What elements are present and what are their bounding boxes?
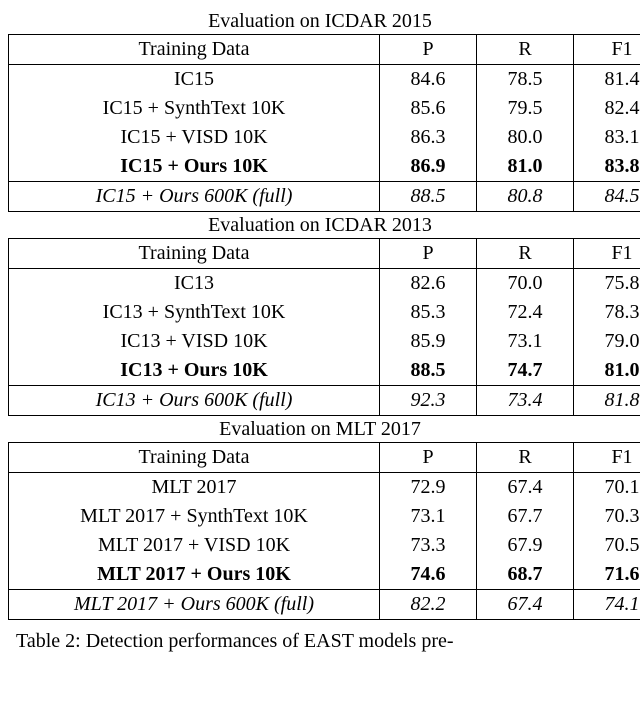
cell-f1: 79.0 <box>574 327 640 356</box>
cell-p: 85.6 <box>380 94 477 123</box>
cell-training-data: MLT 2017 + Ours 10K <box>9 560 380 590</box>
column-header-f1: F1 <box>574 239 640 269</box>
table-row: IC1382.670.075.8 <box>9 269 640 299</box>
cell-r: 80.0 <box>477 123 574 152</box>
column-header-f1: F1 <box>574 35 640 65</box>
cell-r: 67.4 <box>477 473 574 503</box>
cell-r: 70.0 <box>477 269 574 299</box>
table-row: MLT 201772.967.470.1 <box>9 473 640 503</box>
cell-training-data: IC15 + Ours 10K <box>9 152 380 182</box>
cell-f1: 82.4 <box>574 94 640 123</box>
cell-f1: 70.5 <box>574 531 640 560</box>
cell-p: 86.3 <box>380 123 477 152</box>
cell-training-data: IC15 + SynthText 10K <box>9 94 380 123</box>
cell-f1: 81.4 <box>574 65 640 95</box>
cell-f1: 70.1 <box>574 473 640 503</box>
section-title: Evaluation on ICDAR 2015 <box>8 10 632 33</box>
cell-p: 88.5 <box>380 182 477 212</box>
cell-f1: 70.3 <box>574 502 640 531</box>
results-table: Training DataPRF1IC1584.678.581.4IC15 + … <box>8 34 640 212</box>
cell-p: 85.3 <box>380 298 477 327</box>
column-header-r: R <box>477 35 574 65</box>
cell-p: 84.6 <box>380 65 477 95</box>
table-row: IC13 + SynthText 10K85.372.478.3 <box>9 298 640 327</box>
table-row: IC13 + Ours 10K88.574.781.0 <box>9 356 640 386</box>
column-header-p: P <box>380 443 477 473</box>
cell-r: 73.1 <box>477 327 574 356</box>
table-row-full: MLT 2017 + Ours 600K (full)82.267.474.1 <box>9 590 640 620</box>
cell-r: 72.4 <box>477 298 574 327</box>
table-row: MLT 2017 + VISD 10K73.367.970.5 <box>9 531 640 560</box>
cell-training-data: IC15 + Ours 600K (full) <box>9 182 380 212</box>
table-row: IC1584.678.581.4 <box>9 65 640 95</box>
cell-p: 85.9 <box>380 327 477 356</box>
results-table: Training DataPRF1IC1382.670.075.8IC13 + … <box>8 238 640 416</box>
cell-f1: 81.8 <box>574 386 640 416</box>
cell-p: 82.6 <box>380 269 477 299</box>
table-row-full: IC13 + Ours 600K (full)92.373.481.8 <box>9 386 640 416</box>
cell-f1: 81.0 <box>574 356 640 386</box>
cell-r: 78.5 <box>477 65 574 95</box>
table-caption: Table 2: Detection performances of EAST … <box>8 630 632 653</box>
table-row: IC13 + VISD 10K85.973.179.0 <box>9 327 640 356</box>
column-header-r: R <box>477 239 574 269</box>
table-row: MLT 2017 + Ours 10K74.668.771.6 <box>9 560 640 590</box>
table-row: MLT 2017 + SynthText 10K73.167.770.3 <box>9 502 640 531</box>
cell-r: 74.7 <box>477 356 574 386</box>
column-header-p: P <box>380 239 477 269</box>
column-header-f1: F1 <box>574 443 640 473</box>
cell-f1: 75.8 <box>574 269 640 299</box>
cell-training-data: MLT 2017 + SynthText 10K <box>9 502 380 531</box>
cell-p: 92.3 <box>380 386 477 416</box>
section-title: Evaluation on MLT 2017 <box>8 418 632 441</box>
column-header-p: P <box>380 35 477 65</box>
cell-f1: 83.1 <box>574 123 640 152</box>
cell-f1: 71.6 <box>574 560 640 590</box>
section-title: Evaluation on ICDAR 2013 <box>8 214 632 237</box>
cell-training-data: IC13 <box>9 269 380 299</box>
cell-f1: 78.3 <box>574 298 640 327</box>
cell-r: 80.8 <box>477 182 574 212</box>
cell-r: 67.4 <box>477 590 574 620</box>
cell-p: 73.3 <box>380 531 477 560</box>
cell-p: 74.6 <box>380 560 477 590</box>
cell-training-data: IC13 + Ours 600K (full) <box>9 386 380 416</box>
cell-p: 72.9 <box>380 473 477 503</box>
cell-f1: 84.5 <box>574 182 640 212</box>
column-header-training-data: Training Data <box>9 443 380 473</box>
cell-p: 73.1 <box>380 502 477 531</box>
cell-p: 88.5 <box>380 356 477 386</box>
cell-training-data: IC13 + VISD 10K <box>9 327 380 356</box>
cell-f1: 74.1 <box>574 590 640 620</box>
cell-r: 79.5 <box>477 94 574 123</box>
cell-r: 81.0 <box>477 152 574 182</box>
cell-training-data: IC13 + Ours 10K <box>9 356 380 386</box>
table-row: IC15 + VISD 10K86.380.083.1 <box>9 123 640 152</box>
results-table: Training DataPRF1MLT 201772.967.470.1MLT… <box>8 442 640 620</box>
cell-r: 67.9 <box>477 531 574 560</box>
cell-training-data: IC13 + SynthText 10K <box>9 298 380 327</box>
column-header-r: R <box>477 443 574 473</box>
cell-training-data: IC15 <box>9 65 380 95</box>
column-header-training-data: Training Data <box>9 239 380 269</box>
cell-f1: 83.8 <box>574 152 640 182</box>
cell-p: 82.2 <box>380 590 477 620</box>
cell-training-data: IC15 + VISD 10K <box>9 123 380 152</box>
table-row-full: IC15 + Ours 600K (full)88.580.884.5 <box>9 182 640 212</box>
column-header-training-data: Training Data <box>9 35 380 65</box>
cell-training-data: MLT 2017 + VISD 10K <box>9 531 380 560</box>
cell-r: 73.4 <box>477 386 574 416</box>
table-row: IC15 + SynthText 10K85.679.582.4 <box>9 94 640 123</box>
cell-r: 67.7 <box>477 502 574 531</box>
table-row: IC15 + Ours 10K86.981.083.8 <box>9 152 640 182</box>
cell-r: 68.7 <box>477 560 574 590</box>
cell-training-data: MLT 2017 + Ours 600K (full) <box>9 590 380 620</box>
cell-p: 86.9 <box>380 152 477 182</box>
cell-training-data: MLT 2017 <box>9 473 380 503</box>
